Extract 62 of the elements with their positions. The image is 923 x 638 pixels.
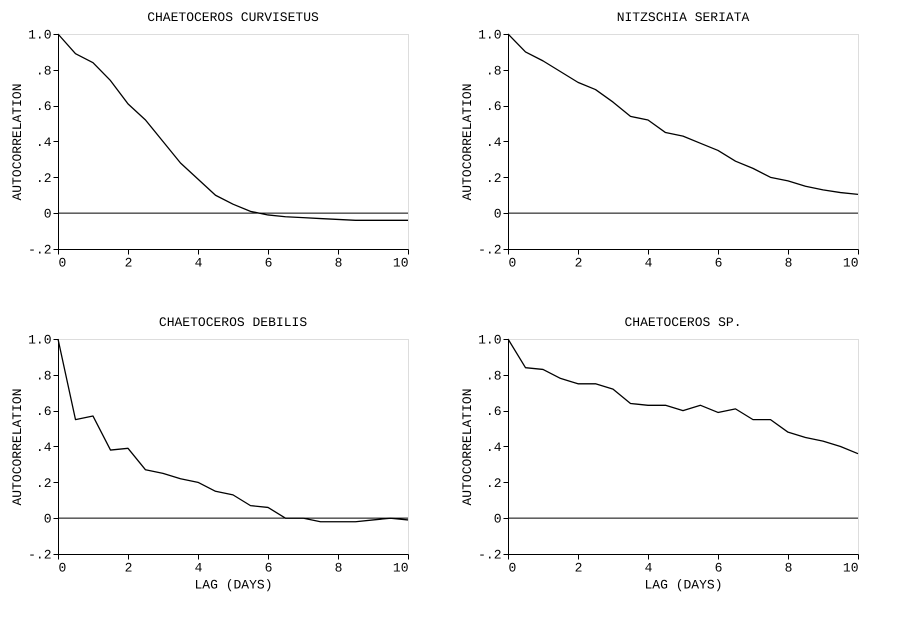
x-tick-label: 6 — [714, 256, 722, 270]
y-tick-label: .8 — [36, 368, 52, 384]
y-tick-label: -.2 — [28, 242, 52, 258]
y-tick-label: .4 — [486, 440, 502, 455]
y-tick-label: 1.0 — [478, 28, 502, 42]
y-axis-title: AUTOCORRELATION — [460, 388, 476, 506]
y-axis-title: AUTOCORRELATION — [10, 83, 26, 201]
y-tick-label: 0 — [44, 206, 52, 222]
x-tick-label: 6 — [264, 560, 272, 576]
x-tick-label: 8 — [334, 560, 342, 576]
x-axis-title: LAG (DAYS) — [194, 578, 273, 592]
y-tick-label: .6 — [36, 99, 52, 114]
y-tick-label: .4 — [36, 440, 52, 455]
x-tick-label: 2 — [124, 256, 132, 270]
y-tick-label: .8 — [486, 368, 502, 384]
y-tick-label: .8 — [486, 63, 502, 78]
y-tick-label: -.2 — [478, 548, 502, 562]
y-tick-label: 0 — [44, 512, 52, 527]
x-tick-label: 10 — [842, 560, 858, 576]
x-tick-label: 2 — [574, 560, 582, 576]
y-tick-label: .6 — [36, 404, 52, 420]
y-tick-label: 1.0 — [28, 28, 52, 42]
x-tick-label: 4 — [644, 560, 653, 576]
y-tick-label: .8 — [36, 63, 52, 78]
x-tick-label: 4 — [194, 256, 203, 270]
y-tick-label: .2 — [486, 476, 502, 491]
y-axis-title: AUTOCORRELATION — [460, 83, 476, 201]
y-tick-label: .6 — [486, 404, 502, 420]
x-tick-label: 6 — [714, 560, 722, 576]
x-tick-label: 10 — [842, 256, 858, 270]
y-tick-label: -.2 — [478, 242, 502, 258]
y-tick-label: .2 — [36, 170, 52, 186]
x-tick-label: 8 — [334, 256, 342, 270]
y-tick-label: .2 — [36, 476, 52, 491]
y-tick-label: 1.0 — [28, 332, 52, 348]
x-tick-label: 4 — [644, 256, 653, 270]
y-tick-label: -.2 — [28, 548, 52, 562]
y-tick-label: 0 — [494, 512, 502, 527]
x-tick-label: 0 — [508, 560, 516, 576]
chart-title: CHAETOCEROS SP. — [624, 315, 742, 330]
x-tick-label: 10 — [392, 560, 408, 576]
y-tick-label: .4 — [486, 135, 502, 150]
x-tick-label: 8 — [784, 256, 792, 270]
chart-title: CHAETOCEROS DEBILIS — [158, 315, 308, 330]
chart-title: NITZSCHIA SERIATA — [616, 10, 750, 25]
x-tick-label: 0 — [508, 256, 516, 270]
x-tick-label: 10 — [392, 256, 408, 270]
y-tick-label: 0 — [494, 206, 502, 222]
y-tick-label: .6 — [486, 99, 502, 114]
x-tick-label: 2 — [124, 560, 132, 576]
x-tick-label: 0 — [58, 256, 66, 270]
x-axis-title: LAG (DAYS) — [644, 578, 723, 592]
x-tick-label: 2 — [574, 256, 582, 270]
y-axis-title: AUTOCORRELATION — [10, 388, 26, 506]
y-tick-label: 1.0 — [478, 332, 502, 348]
x-tick-label: 4 — [194, 560, 203, 576]
x-tick-label: 8 — [784, 560, 792, 576]
y-tick-label: .2 — [486, 170, 502, 186]
chart-title: CHAETOCEROS CURVISETUS — [147, 10, 320, 25]
y-tick-label: .4 — [36, 135, 52, 150]
x-tick-label: 0 — [58, 560, 66, 576]
x-tick-label: 6 — [264, 256, 272, 270]
